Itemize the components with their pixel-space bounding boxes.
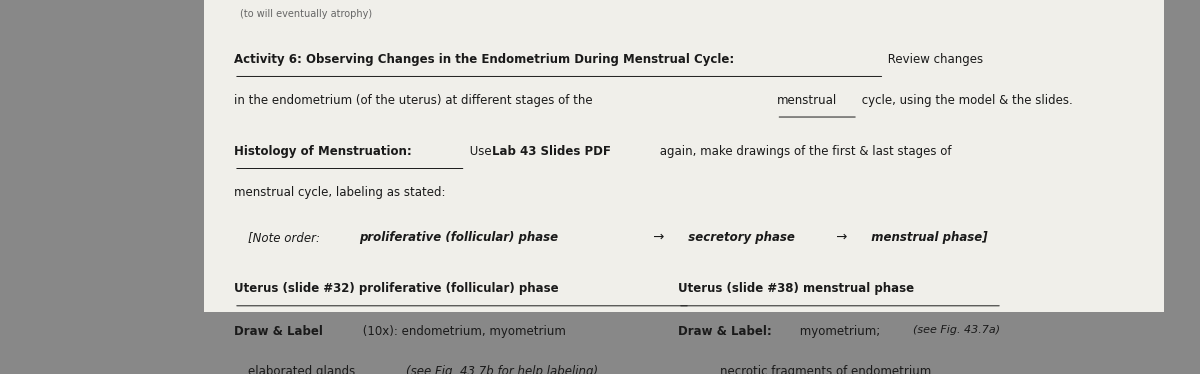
Text: in the endometrium (of the uterus) at different stages of the: in the endometrium (of the uterus) at di…: [234, 94, 596, 107]
Text: [Note order:: [Note order:: [248, 231, 324, 244]
Text: Draw & Label: Draw & Label: [234, 325, 323, 337]
Text: cycle, using the model & the slides.: cycle, using the model & the slides.: [858, 94, 1073, 107]
Text: →: →: [649, 231, 665, 244]
Text: Lab 43 Slides PDF: Lab 43 Slides PDF: [492, 145, 611, 158]
Text: (to will eventually atrophy): (to will eventually atrophy): [240, 9, 372, 19]
Text: elaborated glands: elaborated glands: [248, 365, 360, 374]
Text: →: →: [832, 231, 847, 244]
Text: Histology of Menstruation:: Histology of Menstruation:: [234, 145, 412, 158]
Text: Activity 6: Observing Changes in the Endometrium During Menstrual Cycle:: Activity 6: Observing Changes in the End…: [234, 53, 734, 66]
Text: (see Fig. 43.7b for help labeling): (see Fig. 43.7b for help labeling): [406, 365, 598, 374]
Text: secretory phase: secretory phase: [680, 231, 796, 244]
Text: (10x): endometrium, myometrium: (10x): endometrium, myometrium: [359, 325, 565, 337]
Text: again, make drawings of the first & last stages of: again, make drawings of the first & last…: [656, 145, 952, 158]
Text: myometrium;: myometrium;: [796, 325, 883, 337]
Text: menstrual phase]: menstrual phase]: [863, 231, 988, 244]
Text: proliferative (follicular) phase: proliferative (follicular) phase: [359, 231, 558, 244]
Text: Use: Use: [466, 145, 494, 158]
Text: menstrual: menstrual: [776, 94, 836, 107]
Text: (see Fig. 43.7a): (see Fig. 43.7a): [913, 325, 1001, 334]
Text: necrotic fragments of endometrium: necrotic fragments of endometrium: [720, 365, 931, 374]
FancyBboxPatch shape: [204, 0, 1164, 312]
Text: Uterus (slide #38) menstrual phase: Uterus (slide #38) menstrual phase: [678, 282, 914, 295]
Text: Draw & Label:: Draw & Label:: [678, 325, 772, 337]
Text: Review changes: Review changes: [884, 53, 984, 66]
Text: Uterus (slide #32) proliferative (follicular) phase: Uterus (slide #32) proliferative (follic…: [234, 282, 559, 295]
Text: menstrual cycle, labeling as stated:: menstrual cycle, labeling as stated:: [234, 186, 445, 199]
